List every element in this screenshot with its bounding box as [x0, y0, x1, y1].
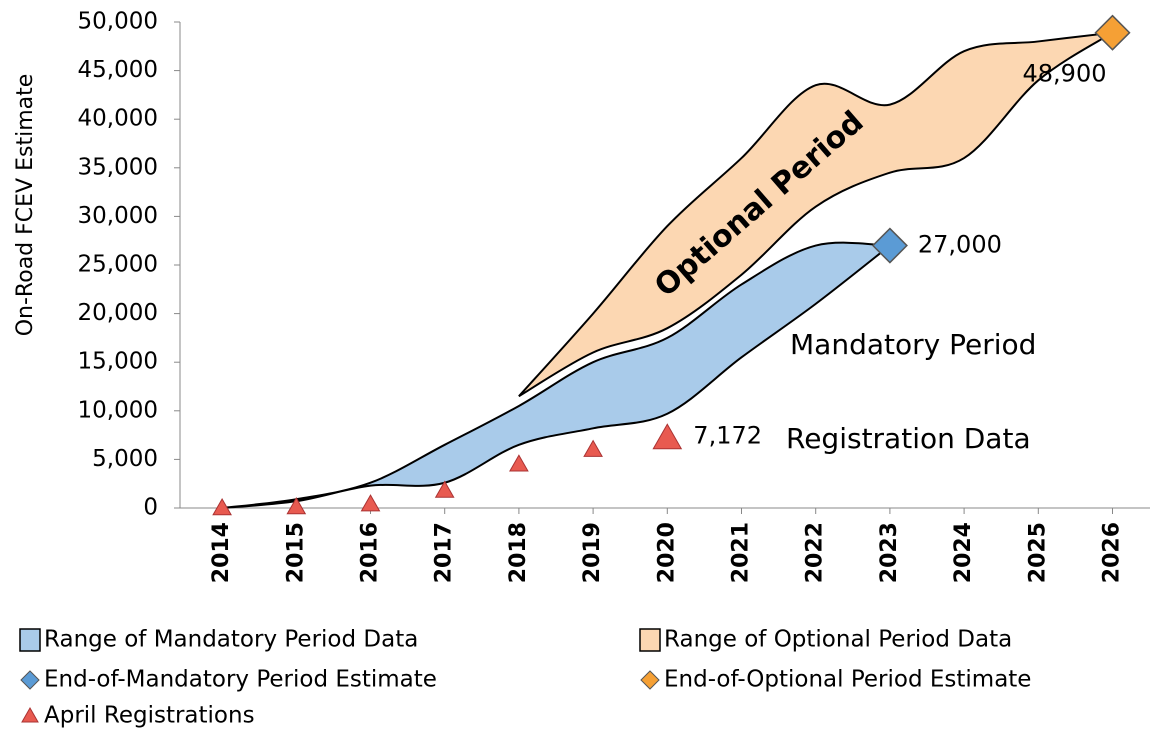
triangle-marker — [583, 439, 603, 457]
y-tick-label: 20,000 — [78, 300, 158, 326]
legend-label: Range of Mandatory Period Data — [44, 627, 418, 653]
annotation: Registration Data — [786, 422, 1031, 455]
y-tick-label: 15,000 — [78, 349, 158, 375]
x-tick-label: 2019 — [580, 522, 605, 583]
y-tick-label: 25,000 — [78, 252, 158, 278]
diamond-marker — [1094, 14, 1131, 51]
legend-swatch — [19, 628, 41, 652]
y-tick-label: 35,000 — [78, 154, 158, 180]
x-tick-label: 2020 — [654, 522, 679, 583]
triangle-marker — [286, 497, 307, 515]
y-tick-label: 40,000 — [78, 106, 158, 132]
value-label: 27,000 — [918, 231, 1002, 259]
triangle-marker — [652, 423, 683, 450]
legend-swatch — [20, 670, 40, 690]
triangle-marker — [434, 480, 455, 498]
x-tick-label: 2025 — [1025, 522, 1050, 583]
range-band — [221, 241, 893, 509]
y-tick-label: 5,000 — [92, 446, 158, 472]
triangle-marker — [360, 494, 381, 512]
legend-swatch — [640, 670, 660, 690]
triangle-marker — [509, 454, 529, 472]
y-tick-label: 10,000 — [78, 397, 158, 423]
legend-swatch — [21, 706, 39, 723]
y-tick-label: 50,000 — [78, 9, 158, 35]
legend-label: End-of-Optional Period Estimate — [664, 667, 1031, 693]
triangle-marker — [212, 497, 232, 516]
x-tick-label: 2014 — [209, 522, 234, 583]
x-tick-label: 2017 — [432, 522, 457, 583]
x-tick-label: 2021 — [729, 522, 754, 583]
diamond-marker — [871, 227, 908, 264]
legend-swatch — [639, 628, 661, 652]
x-tick-label: 2022 — [803, 522, 828, 583]
x-tick-label: 2016 — [358, 522, 383, 583]
y-tick-label: 45,000 — [78, 57, 158, 83]
x-tick-label: 2015 — [283, 522, 308, 583]
y-tick-label: 0 — [143, 495, 158, 521]
x-tick-label: 2023 — [877, 522, 902, 583]
legend-label: Range of Optional Period Data — [664, 627, 1012, 653]
x-tick-label: 2024 — [951, 522, 976, 583]
legend-label: April Registrations — [44, 703, 255, 729]
legend-label: End-of-Mandatory Period Estimate — [44, 667, 437, 693]
value-label: 7,172 — [693, 421, 762, 449]
x-tick-label: 2018 — [506, 522, 531, 583]
x-tick-label: 2026 — [1100, 522, 1125, 583]
y-tick-label: 30,000 — [78, 203, 158, 229]
y-axis-label: On-Road FCEV Estimate — [13, 74, 38, 337]
value-label: 48,900 — [1023, 60, 1107, 88]
annotation: Mandatory Period — [790, 328, 1036, 361]
